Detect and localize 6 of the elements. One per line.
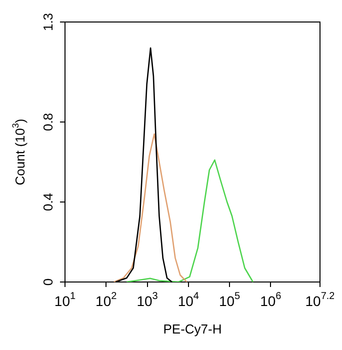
y-tick-label: 1.3 [40, 12, 56, 32]
y-axis-title: Count (103) [10, 118, 28, 186]
y-tick-label: 0.4 [40, 192, 56, 212]
x-axis-title: PE-Cy7-H [163, 322, 222, 337]
y-tick-label: 0 [40, 278, 56, 286]
y-tick-label: 0.8 [40, 112, 56, 132]
